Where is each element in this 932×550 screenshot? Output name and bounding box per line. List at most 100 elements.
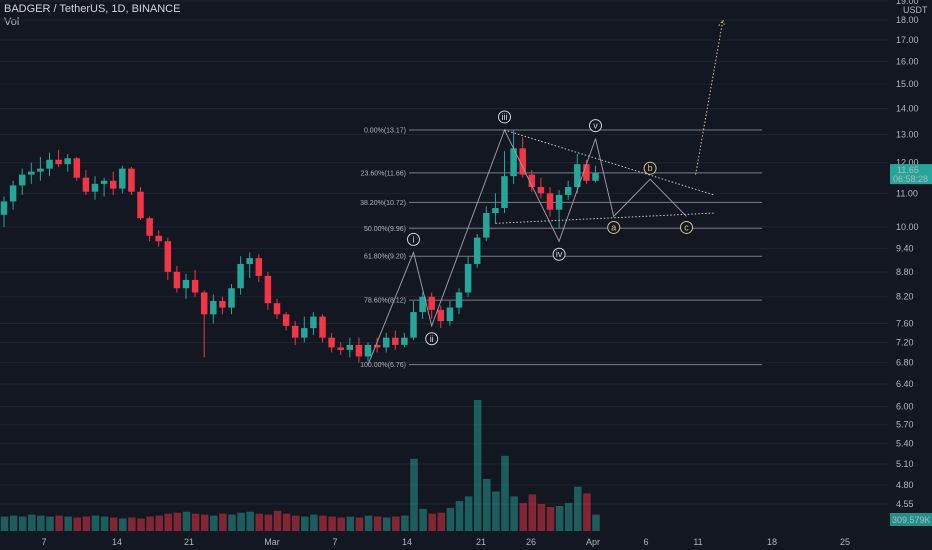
volume-bar	[564, 503, 573, 531]
candle-body	[155, 235, 162, 242]
candle-body	[410, 312, 417, 338]
candle-body	[191, 279, 199, 293]
volume-bar	[155, 515, 163, 531]
candle-body	[137, 191, 144, 219]
candle-body	[392, 337, 399, 345]
candle-body	[528, 174, 536, 187]
volume-indicator-label[interactable]: Vol	[4, 16, 20, 28]
wave-label-v: v	[593, 121, 598, 131]
fib-level-label: 61.80%(9.20)	[364, 254, 406, 261]
candle-body	[64, 158, 71, 165]
candle-body	[437, 309, 445, 322]
fib-level-label: 50.00%(9.96)	[364, 226, 406, 233]
corrective-marker-circle	[607, 220, 621, 234]
volume-bar	[191, 513, 200, 531]
wave-marker-circle	[425, 332, 439, 346]
candle-body	[455, 292, 463, 308]
projection-arrow-head	[718, 18, 726, 27]
candle-body	[82, 177, 90, 192]
candle-body	[237, 263, 244, 289]
volume-bar	[328, 516, 336, 531]
wave-label-iii: iii	[502, 112, 508, 122]
candle-body	[0, 201, 8, 215]
volume-bar	[146, 516, 154, 531]
corrective-marker-circle	[680, 220, 693, 234]
volume-bar	[583, 493, 591, 531]
price-tick-label: 14.00	[896, 103, 919, 113]
wave-marker-circle	[552, 247, 566, 261]
volume-bar	[355, 517, 364, 531]
candle-body	[128, 168, 135, 192]
date-tick-label: 11	[693, 537, 702, 547]
candle-body	[401, 337, 408, 345]
price-tick-label: 15.00	[896, 79, 919, 89]
candle-body	[574, 164, 581, 187]
wave-marker-circle	[407, 232, 420, 246]
price-tick-label: 19.00	[896, 0, 919, 6]
last-price-value: 11.65	[897, 165, 919, 175]
corrective-label-b: b	[648, 163, 653, 173]
volume-bar	[219, 513, 227, 531]
volume-bar	[410, 458, 418, 531]
volume-bar	[173, 512, 182, 531]
candle-body	[200, 292, 208, 315]
candle-body	[119, 168, 126, 189]
candle-body	[510, 148, 517, 177]
bar-countdown: 06:58:28	[893, 174, 928, 184]
volume-bar	[182, 511, 191, 531]
candle-body	[364, 344, 372, 357]
candle-body	[492, 208, 499, 214]
candle-body	[18, 174, 26, 186]
volume-bar	[510, 496, 518, 531]
price-tick-label: 4.80	[896, 480, 914, 490]
corrective-label-a: a	[611, 222, 616, 232]
volume-bar	[18, 516, 27, 531]
volume-bar	[237, 512, 245, 531]
volume-bar	[91, 515, 100, 531]
candle-body	[337, 347, 344, 350]
candle-body	[109, 180, 117, 189]
chart-header: BADGER / TetherUS, 1D, BINANCE Vol	[4, 3, 180, 29]
volume-bar	[528, 494, 537, 531]
candle-body	[537, 186, 545, 194]
volume-bar	[346, 516, 355, 531]
price-tick-label: 8.20	[896, 292, 914, 302]
volume-bar	[301, 516, 309, 531]
date-tick-label: 7	[332, 537, 337, 547]
volume-bar	[446, 507, 455, 531]
volume-bar	[319, 515, 327, 531]
volume-bar	[437, 512, 446, 531]
candle-body	[446, 307, 454, 322]
candle-body	[519, 148, 526, 175]
date-tick-label: 14	[402, 537, 412, 547]
price-tick-label: 7.20	[896, 337, 914, 347]
volume-bars	[0, 400, 600, 531]
volume-bar	[555, 505, 564, 531]
candle-body	[291, 325, 299, 338]
volume-bar	[392, 516, 400, 531]
date-tick-label: 25	[840, 537, 850, 547]
volume-bar	[373, 516, 382, 531]
volume-bar	[310, 514, 318, 531]
date-tick-label: 6	[643, 537, 648, 547]
candle-body	[546, 193, 554, 210]
volume-bar	[401, 515, 409, 531]
candle-body	[46, 159, 53, 169]
candle-body	[346, 344, 354, 350]
volume-bar	[119, 518, 127, 531]
price-tick-label: 6.00	[896, 402, 914, 412]
candle-body	[37, 168, 44, 172]
symbol-title[interactable]: BADGER / TetherUS, 1D, BINANCE	[4, 3, 181, 15]
price-tick-label: 4.55	[896, 499, 914, 509]
candle-body	[9, 185, 17, 202]
date-tick-label: 14	[112, 537, 122, 547]
candle-body	[28, 171, 35, 175]
price-tick-label: 6.80	[896, 358, 914, 368]
fib-level-label: 23.60%(11.66)	[361, 170, 406, 177]
price-axis[interactable]: 19.00 18.00 17.00 16.00 15.00 14.00 13.00 12.00…	[888, 0, 932, 550]
date-axis[interactable]: 7 14 21 Mar 7 14 21 26 Apr 6 11 18 25	[41, 537, 850, 547]
volume-bar	[109, 517, 118, 531]
volume-bar	[537, 504, 546, 531]
